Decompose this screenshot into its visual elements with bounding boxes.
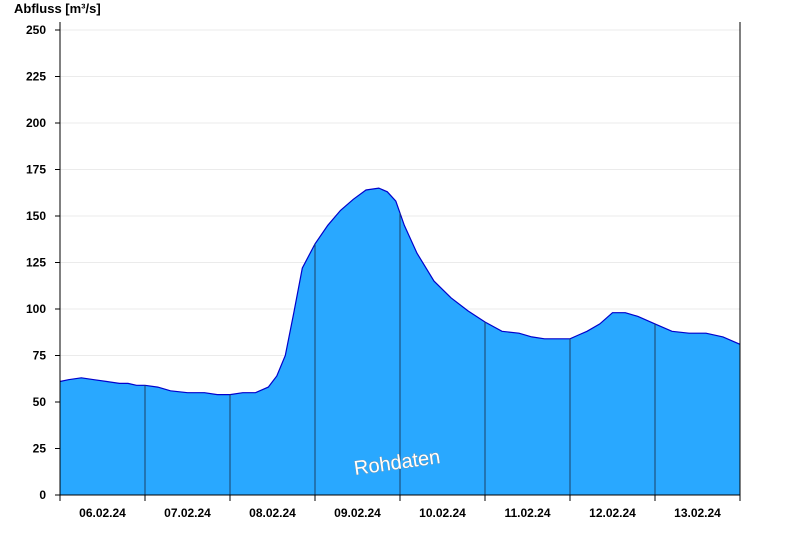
series-line	[59, 187, 741, 396]
y-tick-label: 250	[26, 23, 46, 37]
y-axis-label: Abfluss [m³/s]	[14, 1, 101, 16]
y-tick-label: 0	[39, 488, 46, 502]
x-tick-label: 09.02.24	[334, 506, 381, 520]
day-separators	[144, 213, 656, 495]
x-tick-label: 10.02.24	[419, 506, 466, 520]
y-tick-label: 150	[26, 209, 46, 223]
y-ticks: 0 25 50 75 100 125 150 175 200 225 250	[26, 23, 60, 502]
x-tick-label: 12.02.24	[589, 506, 636, 520]
x-tick-label: 07.02.24	[164, 506, 211, 520]
x-tick-label: 06.02.24	[79, 506, 126, 520]
y-tick-label: 75	[33, 349, 47, 363]
x-ticks: 06.02.24 07.02.24 08.02.24 09.02.24 10.02.24…	[59, 495, 741, 520]
y-tick-label: 25	[33, 442, 47, 456]
y-tick-label: 100	[26, 302, 46, 316]
x-tick-label: 11.02.24	[504, 506, 550, 520]
y-tick-label: 175	[26, 163, 46, 177]
y-tick-label: 125	[26, 256, 46, 270]
x-tick-label: 13.02.24	[674, 506, 721, 520]
y-tick-label: 200	[26, 116, 46, 130]
y-tick-label: 225	[26, 70, 46, 84]
x-tick-label: 08.02.24	[249, 506, 296, 520]
y-tick-label: 50	[33, 395, 47, 409]
